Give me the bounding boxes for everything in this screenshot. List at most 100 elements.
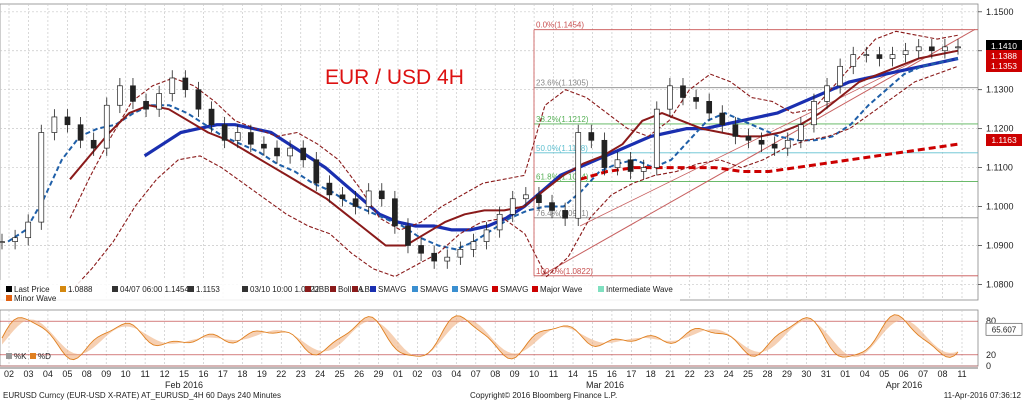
candle-body [234,132,241,141]
oscillator-badge-label: 65.607 [992,325,1017,334]
osc-level-label: 80 [986,316,996,326]
legend-label: Intermediate Wave [606,285,673,294]
legend-background [0,280,680,302]
legend-swatch [598,286,604,292]
candle-body [300,147,307,161]
x-tick-label: 04 [860,369,870,379]
candle-body [653,108,660,168]
candle-body [208,108,215,126]
x-tick-label: 14 [568,369,578,379]
y-tick-label: 1.1100 [986,163,1013,173]
candle-body [562,210,568,219]
legend-swatch [352,286,358,292]
x-tick-label: 24 [724,369,734,379]
x-tick-label: 04 [43,369,53,379]
candle-body [339,194,346,200]
x-axis: 02 03 04 05 08 09 10 11 12 15 16 17 18 19 22 23 24 25 26 29… [0,367,978,390]
x-tick-label: 17 [218,369,228,379]
x-tick-label: 11 [140,369,149,379]
candle-body [483,229,490,242]
candle-body [706,101,713,114]
legend-label: Major Wave [540,285,583,294]
x-tick-label: 21 [665,369,675,379]
legend-swatch [452,286,458,292]
y-tick-label: 1.1000 [986,202,1014,212]
legend-swatch [112,286,118,292]
price-badge [986,134,1022,146]
candle-body [889,54,896,59]
x-tick-label: 18 [237,369,247,379]
x-tick-label: 26 [354,369,364,379]
x-tick-label: 08 [82,369,92,379]
grid-layer [0,4,978,366]
legend-label: 04/07 06:00 1.1454 [120,285,190,294]
candle-body [365,190,372,207]
candle-body [601,139,608,168]
candle-body [719,112,726,126]
x-tick-label: 02 [412,369,422,379]
candle-body [418,245,424,254]
legend-label: SMAVG [420,285,448,294]
x-tick-label: 07 [471,369,481,379]
candle-body [182,77,189,91]
candle-body [575,132,582,219]
legend-swatch [305,286,311,292]
price-badge-label: 1.1353 [991,61,1017,71]
x-tick-label: 08 [938,369,948,379]
candle-body [942,46,948,52]
legend-swatch [370,286,376,292]
candle-body [64,116,71,126]
candle-body [955,46,961,49]
x-tick-label: 12 [160,369,170,379]
oscillator-panel: 80 200 65.607 %K %D [0,314,1023,371]
candle-body [457,249,464,258]
x-tick-label: 29 [374,369,384,379]
candle-body [797,124,804,141]
candle-body [247,132,254,145]
candle-body [732,124,739,137]
candle-body [627,159,634,172]
legend-label: SMAVG [500,285,528,294]
candle-body [784,139,791,149]
series-line [69,65,959,293]
candle-body [811,101,817,126]
candle-body [195,89,202,110]
trend-line [579,58,921,227]
legend-swatch [6,286,12,292]
x-tick-label: 17 [626,369,636,379]
footer-right: 11-Apr-2016 07:36:12 [944,391,1022,400]
candle-body [274,147,280,157]
oscillator-badge [985,322,1023,336]
x-tick-label: 18 [646,369,656,379]
legend-swatch [412,286,418,292]
candle-body [876,54,883,59]
month-label: Apr 2016 [886,380,923,390]
candle-body [758,139,765,145]
fib-level-label: 38.2%(1.1212) [536,115,589,124]
candle-body [522,194,529,200]
series-line [69,30,959,231]
x-tick-label: 28 [763,369,773,379]
legend-label: UBB [313,285,329,294]
legend-label: %D [38,352,51,361]
legend-label: Last Price [14,285,50,294]
candle-body [103,104,110,149]
legend-swatch [6,295,12,301]
candle-body [405,225,411,246]
x-tick-label: 19 [257,369,267,379]
legend-label: LBB [360,285,375,294]
candle-body [156,93,163,110]
footer-center: Copyright© 2016 Bloomberg Finance L.P. [470,391,617,400]
x-tick-label: 05 [62,369,72,379]
x-tick-label: 11 [957,369,966,379]
y-tick-label: 1.1500 [986,7,1014,17]
x-tick-label: 09 [101,369,111,379]
candle-body [143,101,149,110]
x-tick-label: 05 [879,369,889,379]
candle-body [640,167,647,172]
fib-level-label: 23.6%(1.1305) [536,79,589,88]
x-tick-label: 15 [179,369,189,379]
fib-level-label: 100.0%(1.0822) [536,267,593,276]
x-tick-label: 01 [840,369,850,379]
